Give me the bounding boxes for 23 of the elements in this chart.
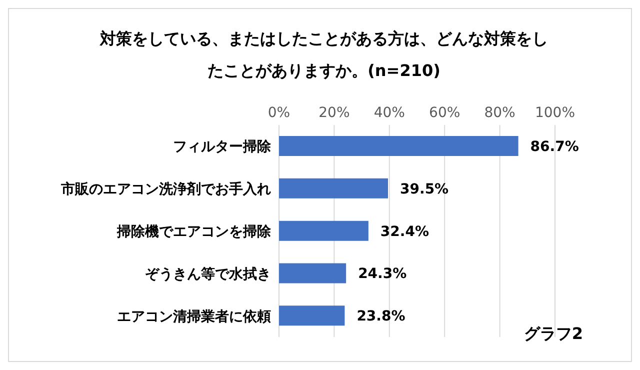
data-label: 24.3% [358, 266, 407, 282]
y-tick-label: 市販のエアコン洗浄剤でお手入れ [60, 180, 271, 198]
x-tick-label: 60% [429, 105, 460, 121]
x-tick-label: 0% [268, 105, 290, 121]
y-tick-label: フィルター掃除 [173, 139, 272, 156]
bar [279, 306, 345, 326]
x-tick-label: 40% [374, 105, 405, 121]
data-label: 23.8% [356, 308, 406, 325]
bar [279, 263, 346, 284]
data-label: 86.7% [530, 138, 579, 155]
y-tick-label: エアコン清掃業者に依頼 [117, 308, 271, 325]
x-tick-label: 20% [318, 105, 350, 121]
bar [279, 178, 388, 198]
x-tick-label: 80% [484, 105, 516, 121]
bar [279, 136, 518, 156]
x-tick-label: 100% [534, 105, 576, 121]
bar [279, 220, 368, 241]
data-label: 39.5% [400, 181, 449, 198]
data-label: 32.4% [380, 224, 429, 240]
chart-title: 対策をしている、またはしたことがある方は、どんな対策をしたことがありますか。(n=210) [99, 28, 549, 82]
y-tick-label: 掃除機でエアコンを掃除 [116, 224, 272, 240]
annotation: グラフ2 [524, 324, 583, 345]
y-tick-label: ぞうきん等で水拭き [145, 266, 271, 282]
